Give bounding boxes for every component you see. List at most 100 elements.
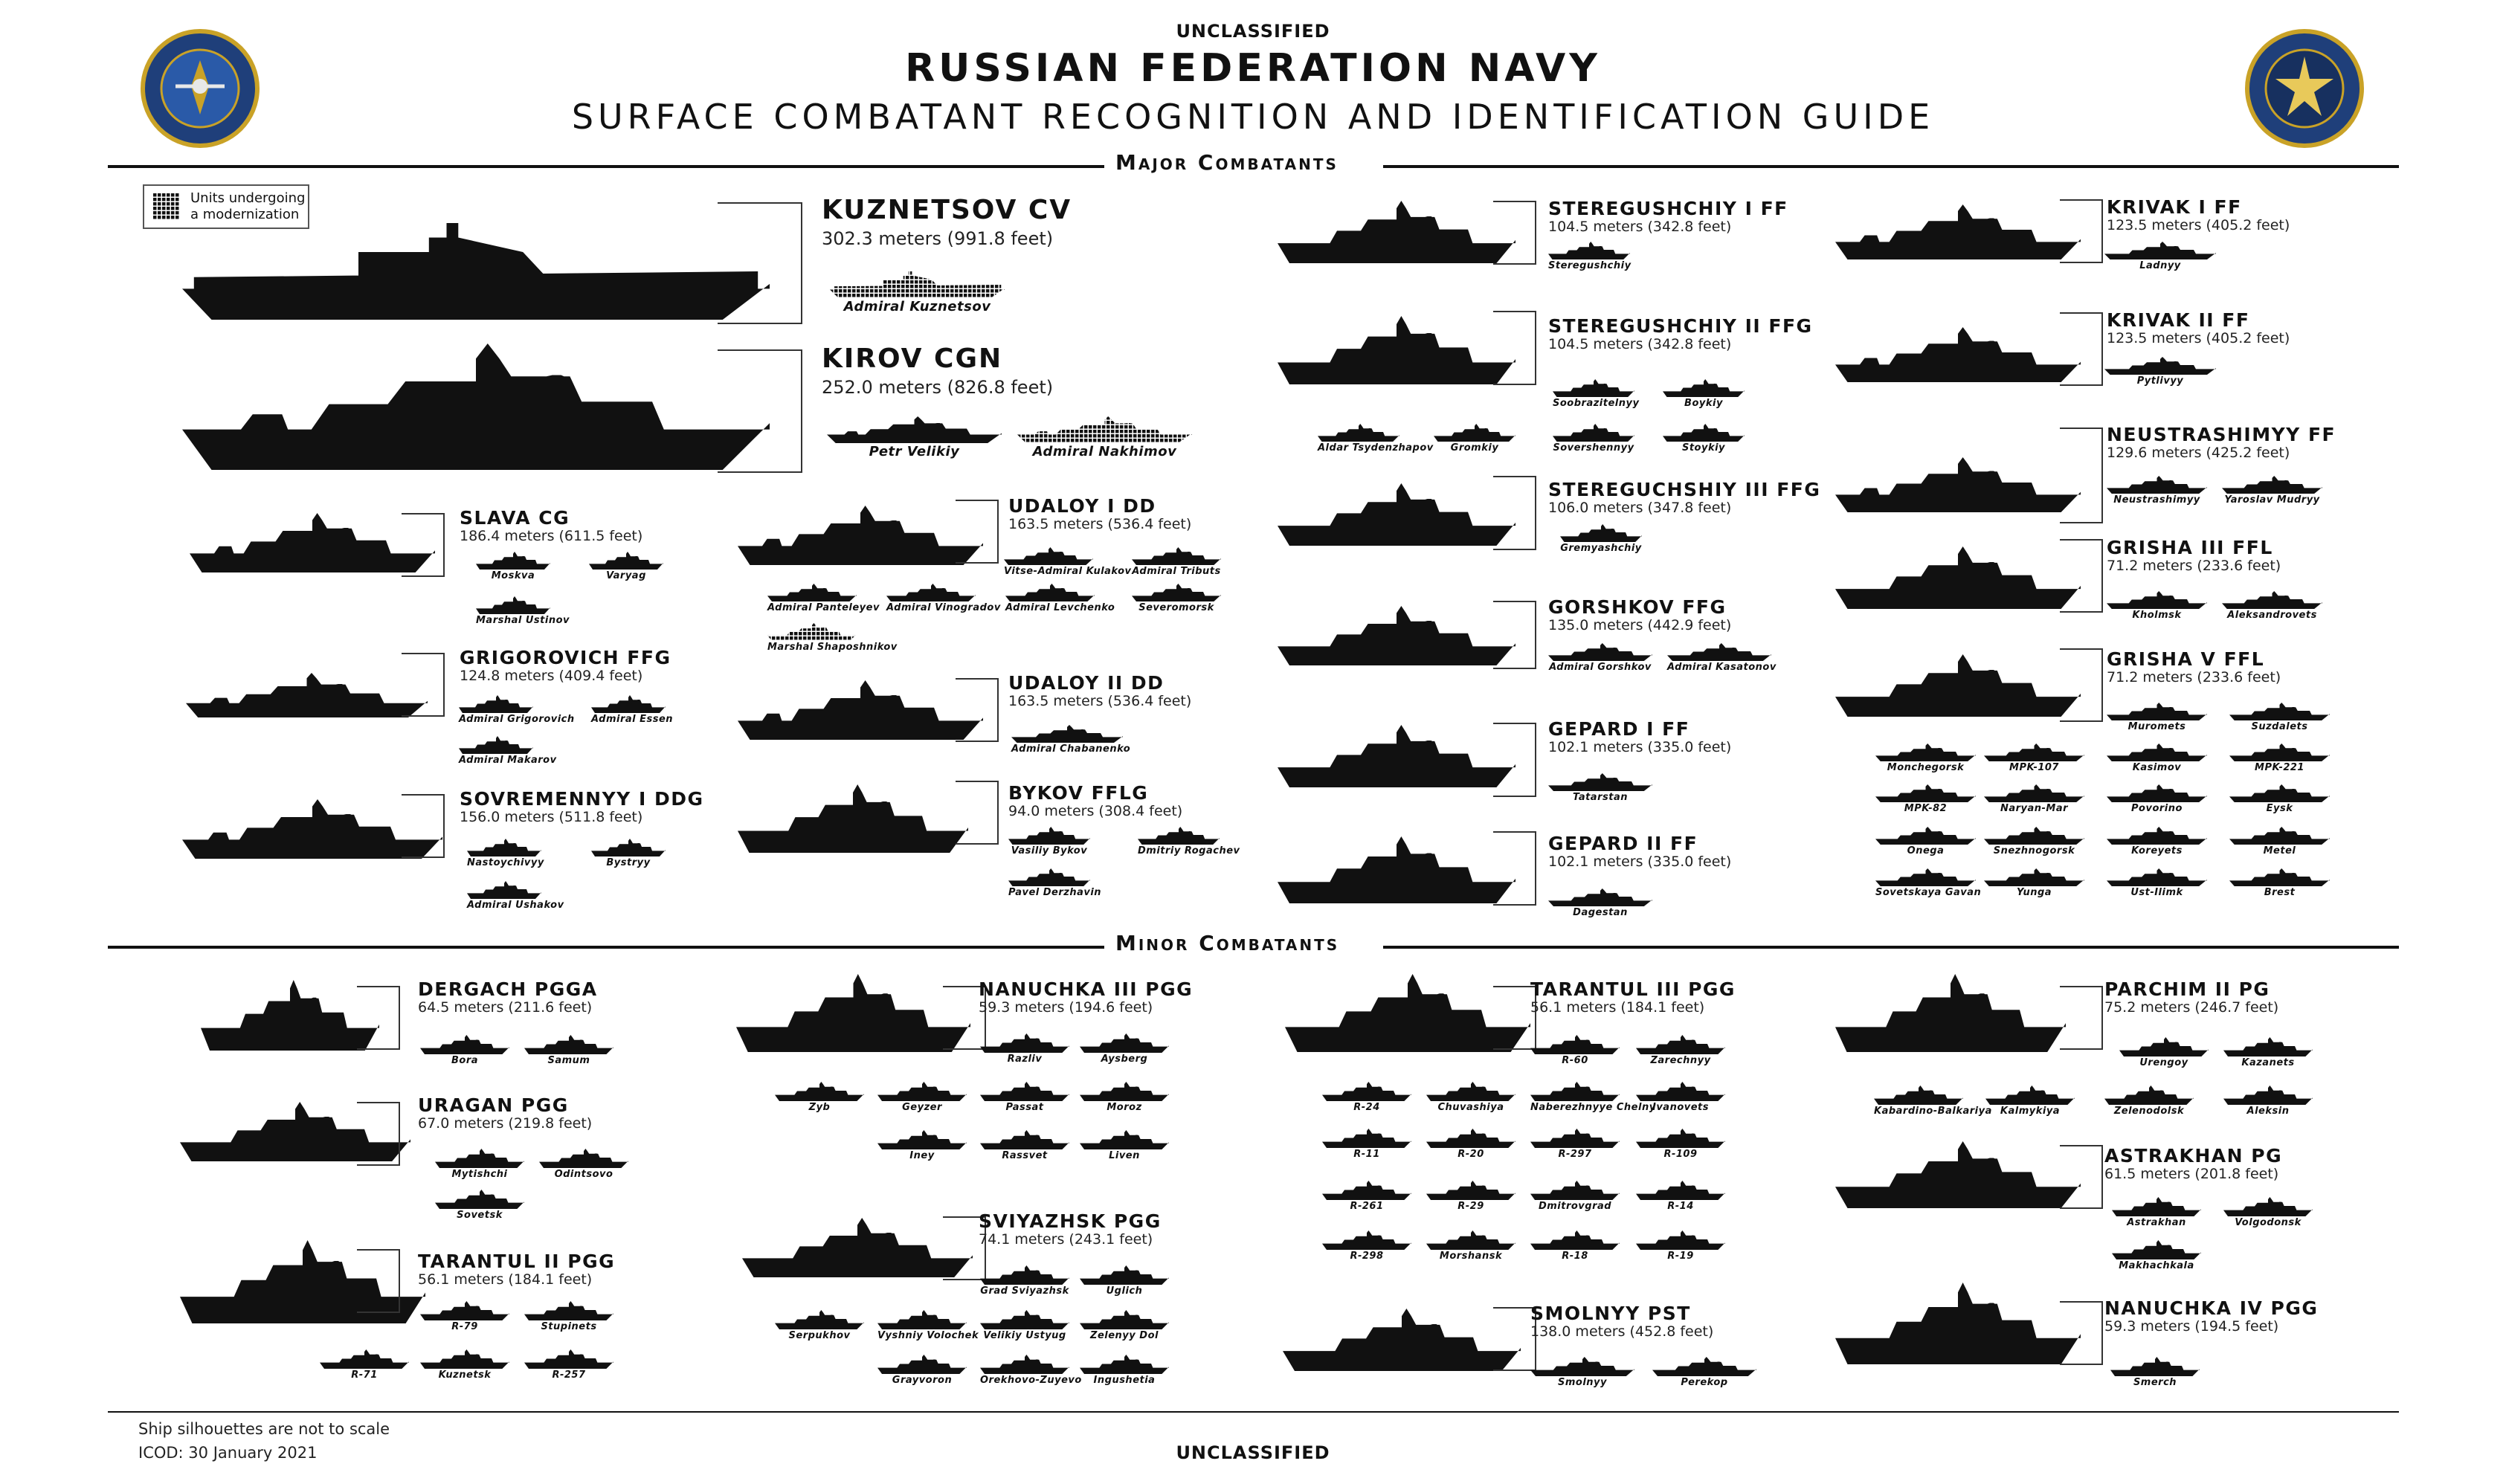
unit-silhouette: [1548, 643, 1652, 661]
nanuchka-iv-pgg-label: NANUCHKA IV PGG 59.3 meters (194.5 feet): [2104, 1297, 2318, 1335]
unit-silhouette: [589, 552, 663, 570]
unit-silhouette: [1875, 784, 1976, 802]
unit-eysk: Eysk: [2229, 784, 2330, 814]
unit-name: R-29: [1457, 1201, 1484, 1212]
unit-name: Muromets: [2127, 721, 2186, 732]
unit-dmitrovgrad: Dmitrovgrad: [1530, 1181, 1620, 1212]
unit-name: Naryan-Mar: [2000, 803, 2069, 814]
unit-name: Onega: [1907, 845, 1945, 856]
kirov-cgn-silhouette: [182, 343, 770, 470]
nanuchka-iii-pgg-label: NANUCHKA III PGG 59.3 meters (194.6 feet): [979, 978, 1193, 1016]
unit-uglich: Uglich: [1080, 1265, 1169, 1297]
modernization-legend: Units undergoing a modernization: [143, 184, 309, 229]
dergach-pgga-silhouette: [201, 980, 379, 1051]
parchim-ii-pg-silhouette: [1835, 974, 2066, 1052]
unit-steregushchiy: Steregushchiy: [1548, 242, 1631, 271]
unit-silhouette: [1530, 1181, 1620, 1200]
unit-silhouette: [1984, 743, 2084, 761]
class-name: SMOLNYY PST: [1530, 1303, 1691, 1324]
unit-zelenyy-dol: Zelenyy Dol: [1080, 1310, 1169, 1341]
class-length: 156.0 meters (511.8 feet): [460, 809, 643, 825]
unit-stupinets: Stupinets: [524, 1301, 613, 1332]
unit-silhouette: [886, 584, 976, 601]
unit-kuznetsk: Kuznetsk: [420, 1349, 509, 1381]
legend-line-2: a modernization: [190, 207, 300, 222]
uragan-pgg-label: URAGAN PGG 67.0 meters (219.8 feet): [418, 1094, 592, 1132]
unit-name: R-79: [451, 1321, 478, 1332]
unit-suzdalets: Suzdalets: [2229, 703, 2330, 732]
class-length: 102.1 meters (335.0 feet): [1548, 739, 1732, 755]
unit-name: Grayvoron: [892, 1375, 953, 1386]
unit-r-109: R-109: [1636, 1129, 1725, 1160]
unit-admiral-tributs: Admiral Tributs: [1132, 547, 1221, 577]
class-length: 135.0 meters (442.9 feet): [1548, 617, 1732, 633]
unit-smolnyy: Smolnyy: [1530, 1357, 1634, 1388]
unit-name: Moroz: [1107, 1102, 1142, 1113]
unit-name: R-257: [552, 1370, 586, 1381]
astrakhan-pg-label: ASTRAKHAN PG 61.5 meters (201.8 feet): [2104, 1145, 2282, 1182]
unit-silhouette: [435, 1149, 524, 1168]
sviyazhsk-pgg-bracket: [943, 1216, 986, 1280]
unit-silhouette: [1080, 1310, 1169, 1329]
dergach-pgga-bracket: [357, 986, 400, 1050]
unit-silhouette: [980, 1310, 1069, 1329]
unit-name: Pavel Derzhavin: [1008, 887, 1102, 898]
unit-admiral-levchenko: Admiral Levchenko: [1005, 584, 1115, 613]
unit-monchegorsk: Monchegorsk: [1875, 743, 1976, 773]
unit-nastoychivyy: Nastoychivyy: [467, 839, 544, 868]
sviyazhsk-pgg-silhouette: [742, 1218, 973, 1277]
gorshkov-ffg-bracket: [1493, 601, 1536, 669]
unit-name: Urengoy: [2139, 1057, 2188, 1068]
dergach-pgga-label: DERGACH PGGA 64.5 meters (211.6 feet): [418, 978, 598, 1016]
unit-silhouette: [1663, 379, 1745, 397]
unit-silhouette: [420, 1301, 509, 1320]
unit-name: MPK-82: [1904, 803, 1948, 814]
icod-date: ICOD: 30 January 2021: [138, 1444, 318, 1462]
unit-varyag: Varyag: [589, 552, 663, 581]
unit-name: Suzdalets: [2251, 721, 2308, 732]
krivak-i-ff-silhouette: [1835, 204, 2081, 259]
unit-name: Volgodonsk: [2235, 1217, 2302, 1228]
unit-yaroslav-mudryy: Yaroslav Mudryy: [2222, 476, 2322, 506]
unit-dagestan: Dagestan: [1548, 888, 1652, 918]
unit-silhouette: [1530, 1082, 1620, 1101]
gorshkov-ffg-label: GORSHKOV FFG 135.0 meters (442.9 feet): [1548, 596, 1731, 633]
unit-dmitriy-rogachev: Dmitriy Rogachev: [1138, 827, 1240, 856]
unit-silhouette: [1636, 1181, 1725, 1200]
unit-silhouette: [1426, 1181, 1515, 1200]
unit-silhouette: [1132, 547, 1221, 565]
unit-yunga: Yunga: [1984, 868, 2084, 898]
astrakhan-pg-bracket: [2060, 1145, 2103, 1209]
unit-name: Ivanovets: [1652, 1102, 1709, 1113]
unit-silhouette: [459, 736, 533, 754]
unit-silhouette: [1011, 725, 1123, 743]
bykov-fflg-label: BYKOV FFLG 94.0 meters (308.4 feet): [1008, 782, 1182, 819]
unit-silhouette: [980, 1082, 1069, 1101]
unit-r-14: R-14: [1636, 1181, 1725, 1212]
unit-silhouette: [476, 596, 550, 614]
unit-name: Passat: [1005, 1102, 1044, 1113]
unit-name: Stupinets: [541, 1321, 597, 1332]
unit-silhouette: [767, 623, 857, 641]
gepard-ii-ff-silhouette: [1278, 836, 1515, 903]
unit-name: Razliv: [1007, 1054, 1043, 1065]
unit-silhouette: [1008, 827, 1090, 845]
grisha-iii-ffl-label: GRISHA III FFL 71.2 meters (233.6 feet): [2107, 537, 2281, 574]
unit-silhouette: [435, 1190, 524, 1209]
scale-note: Ship silhouettes are not to scale: [138, 1420, 390, 1438]
class-length: 124.8 meters (409.4 feet): [460, 668, 643, 684]
unit-r-18: R-18: [1530, 1230, 1620, 1262]
unit-silhouette: [1985, 1085, 2075, 1105]
class-name: GRIGOROVICH FFG: [460, 647, 671, 668]
unit-admiral-grigorovich: Admiral Grigorovich: [459, 695, 574, 725]
unit-orekhovo-zuyevo: Orekhovo-Zuyevo: [980, 1355, 1081, 1386]
class-length: 67.0 meters (219.8 feet): [418, 1115, 593, 1132]
unit-name: Stoykiy: [1681, 442, 1726, 454]
unit-name: Aldar Tsydenzhapov: [1318, 442, 1434, 454]
unit-silhouette: [420, 1349, 509, 1369]
unit-silhouette: [2104, 242, 2216, 259]
unit-silhouette: [1530, 1357, 1634, 1376]
sovremennyy-i-ddg-silhouette: [182, 799, 442, 859]
unit-silhouette: [2107, 827, 2207, 845]
class-length: 123.5 meters (405.2 feet): [2107, 217, 2290, 233]
